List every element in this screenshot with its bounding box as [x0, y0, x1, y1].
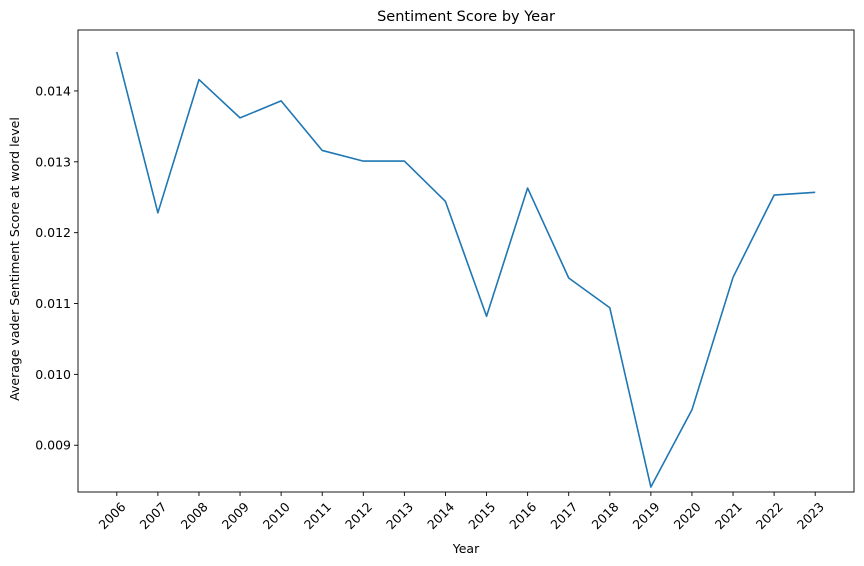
y-tick-label: 0.011: [35, 296, 71, 311]
chart-title: Sentiment Score by Year: [377, 9, 555, 25]
axes-frame: [77, 29, 855, 493]
y-axis-label: Average vader Sentiment Score at word le…: [7, 117, 22, 401]
x-axis-label: Year: [452, 541, 480, 556]
y-tick-label: 0.012: [35, 225, 71, 240]
y-tick-label: 0.014: [35, 83, 71, 98]
y-tick-label: 0.013: [35, 154, 71, 169]
y-tick-label: 0.009: [35, 438, 71, 453]
y-tick-label: 0.010: [35, 367, 71, 382]
series-line-0: [116, 51, 816, 488]
